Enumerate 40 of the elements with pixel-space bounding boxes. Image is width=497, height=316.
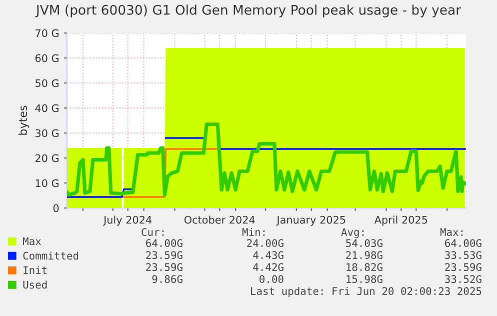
y-tick-label: 50 G (36, 79, 59, 88)
x-tick-label: July 2024 (103, 216, 152, 226)
text: 18.82G (346, 263, 382, 272)
text: 33.53G (445, 251, 482, 260)
text: 21.98G (346, 251, 382, 260)
text: 64.00G (445, 239, 482, 248)
chart-title: JVM (port 60030) G1 Old Gen Memory Pool peak usage - by year (35, 4, 462, 18)
x-tick-label: April 2025 (374, 216, 428, 226)
text: 23.59G (445, 263, 482, 272)
y-axis-title: bytes (18, 106, 30, 135)
text: 54.03G (346, 239, 382, 248)
text: Min: (242, 228, 265, 236)
legend-label: Max (23, 237, 42, 246)
text: 23.59G (146, 251, 182, 260)
text: Last update: Fri Jun 20 02:00:23 2025 (251, 286, 482, 298)
line-series (67, 122, 466, 197)
text: 23.59G (146, 263, 182, 272)
text: 64.00G (146, 239, 182, 248)
text: 9.86G (152, 275, 182, 284)
text: Avg: (341, 228, 364, 238)
y-tick-label: 30 G (36, 129, 59, 138)
y-tick-label: 70 G (36, 29, 59, 38)
text: 15.98G (346, 275, 382, 284)
y-tick-label: 40 G (35, 104, 59, 112)
x-tick-label: January 2025 (276, 216, 346, 226)
text: 33.52G (445, 275, 482, 284)
y-tick-label: 10 G (36, 179, 59, 188)
y-tick-label: 0 (53, 204, 59, 212)
text: 24.00G (247, 239, 284, 248)
legend-label: Init (24, 266, 47, 274)
y-tick-label: 60 G (35, 54, 59, 62)
text: 4.43G (253, 251, 284, 260)
legend-label: Used (23, 280, 47, 289)
x-tick-label: October 2024 (184, 216, 255, 224)
y-tick-label: 20 G (35, 154, 59, 162)
text: Cur: (142, 228, 164, 236)
text: 4.42G (253, 263, 284, 272)
text: 0.00 (260, 275, 284, 284)
text: Max: (440, 228, 463, 236)
legend-label: Committed (23, 252, 78, 260)
